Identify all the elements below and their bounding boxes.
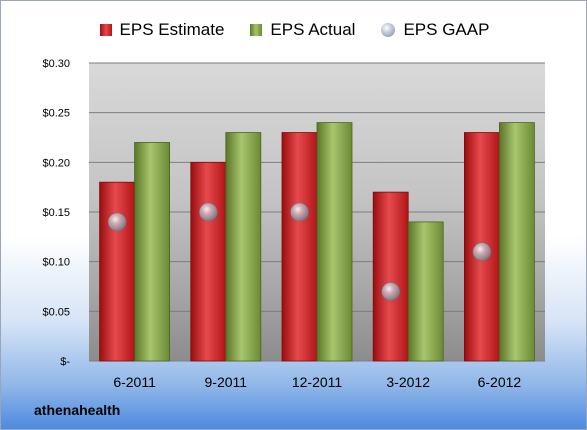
y-tick-label: $0.20 [42,157,70,169]
y-tick-label: $0.15 [42,207,70,219]
point-gaap [472,242,492,262]
y-tick-label: $0.10 [42,257,70,269]
bar-actual [225,132,262,362]
bar-actual [407,221,444,362]
x-tick-label: 6-2011 [113,374,156,390]
bar-actual [498,122,535,362]
bar-actual [316,122,353,362]
bar-estimate [99,181,135,362]
y-tick-label: $0.05 [42,306,70,318]
legend-item-estimate: EPS Estimate [99,20,225,40]
legend-swatch-actual [250,24,263,36]
point-gaap [290,202,309,222]
bar-actual [134,142,171,362]
point-gaap [107,212,127,232]
x-tick-label: 12-2011 [292,374,343,390]
y-tick-label: $- [60,356,70,368]
legend: EPS Estimate EPS Actual EPS GAAP [1,16,586,44]
company-name: athenahealth [34,402,121,418]
x-tick-label: 6-2012 [478,374,522,390]
point-gaap [199,202,218,222]
legend-swatch-estimate [99,24,112,36]
bar-estimate [281,132,318,362]
y-axis-ticks: $- $0.05 $0.10 $0.15 $0.20 $0.25 $0.30 [42,58,70,368]
legend-item-actual: EPS Actual [250,20,355,40]
point-gaap [381,282,401,301]
legend-label-gaap: EPS GAAP [403,20,490,39]
x-axis-labels: 6-2011 9-2011 12-2011 3-2012 6-2012 [113,374,521,390]
y-tick-label: $0.30 [42,58,70,70]
legend-item-gaap: EPS GAAP [381,20,489,40]
bar-estimate [190,161,227,362]
y-tick-label: $0.25 [42,108,70,120]
legend-label-estimate: EPS Estimate [119,20,225,39]
bar-estimate [372,191,409,362]
bars [99,122,535,362]
legend-label-actual: EPS Actual [270,20,356,39]
legend-swatch-gaap [381,23,396,37]
x-tick-label: 3-2012 [386,374,430,390]
gaap-points [107,202,492,301]
x-tick-label: 9-2011 [205,374,248,390]
